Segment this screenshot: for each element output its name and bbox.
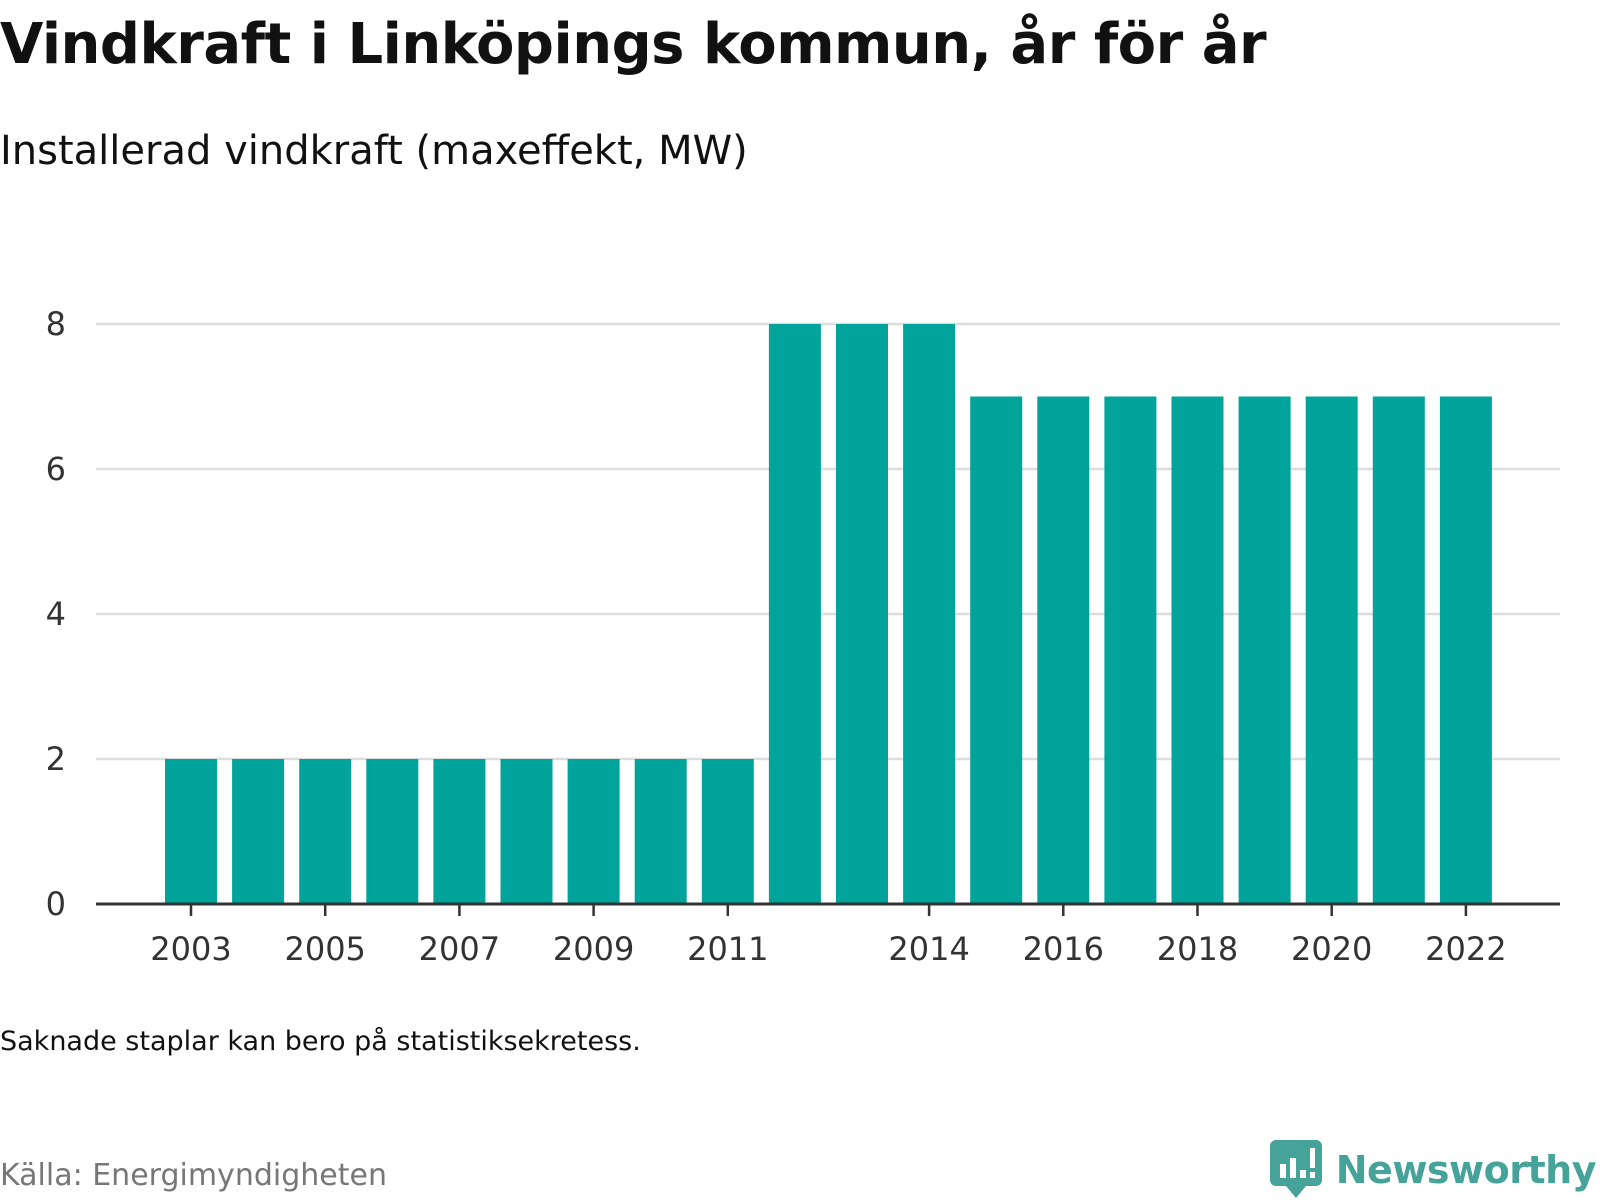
bar	[701, 759, 754, 904]
x-tick-label: 2018	[1157, 930, 1238, 968]
axes: 0 2 4 6 8 2003 2005 2007 2009 2011 2014 2016 2018 202…	[46, 305, 1560, 968]
bar	[1439, 396, 1492, 904]
bar	[1238, 396, 1291, 904]
bar	[1171, 396, 1224, 904]
x-tick-label: 2014	[888, 930, 969, 968]
source-credit: Källa: Energimyndigheten	[0, 1158, 387, 1193]
bar	[433, 759, 486, 904]
bar	[299, 759, 352, 904]
bars	[165, 324, 1492, 904]
x-tick-label: 2011	[687, 930, 768, 968]
bar	[768, 324, 821, 904]
bar	[1037, 396, 1090, 904]
brand-logo: Newsworthy	[1269, 1140, 1597, 1200]
footnote: Saknade staplar kan bero på statistiksek…	[0, 1026, 641, 1057]
bar	[165, 759, 217, 904]
x-tick-label: 2009	[553, 930, 634, 968]
x-tick-label: 2022	[1425, 930, 1506, 968]
y-tick-label: 6	[46, 450, 66, 488]
bar	[836, 324, 888, 904]
brand-name: Newsworthy	[1335, 1148, 1597, 1192]
y-tick-label: 0	[46, 885, 66, 923]
bar	[500, 759, 553, 904]
y-tick-label: 2	[46, 740, 66, 778]
x-tick-label: 2016	[1023, 930, 1104, 968]
x-tick-label: 2007	[419, 930, 500, 968]
chart-subtitle: Installerad vindkraft (maxeffekt, MW)	[0, 128, 748, 174]
bar	[903, 324, 956, 904]
y-tick-label: 8	[46, 305, 66, 343]
bar	[366, 759, 419, 904]
newsworthy-logo-icon	[1269, 1140, 1322, 1198]
x-tick-label: 2003	[150, 930, 231, 968]
bar	[970, 396, 1023, 904]
bar-chart: 0 2 4 6 8 2003 2005 2007 2009 2011 2014 2016 2018 202…	[46, 305, 1560, 968]
bar	[1305, 396, 1358, 904]
bar	[634, 759, 687, 904]
y-tick-label: 4	[46, 595, 66, 633]
bar	[567, 759, 620, 904]
x-tick-label: 2005	[284, 930, 365, 968]
bar	[1104, 396, 1157, 904]
bar	[232, 759, 285, 904]
x-tick-label: 2020	[1291, 930, 1372, 968]
bar	[1372, 396, 1425, 904]
chart-title: Vindkraft i Linköpings kommun, år för år	[0, 12, 1267, 77]
